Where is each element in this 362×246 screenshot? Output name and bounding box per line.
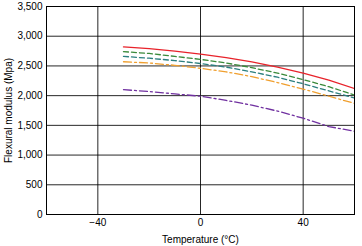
svg-text:3,500: 3,500 xyxy=(17,1,42,12)
svg-text:2,500: 2,500 xyxy=(17,60,42,71)
svg-text:2,000: 2,000 xyxy=(17,90,42,101)
svg-text:Temperature (°C): Temperature (°C) xyxy=(162,234,239,245)
svg-text:Flexural modulus (Mpa): Flexural modulus (Mpa) xyxy=(3,58,14,163)
svg-text:1,500: 1,500 xyxy=(17,120,42,131)
svg-text:−40: −40 xyxy=(89,217,106,228)
svg-text:40: 40 xyxy=(298,217,310,228)
svg-text:0: 0 xyxy=(37,209,43,220)
svg-text:0: 0 xyxy=(198,217,204,228)
svg-text:500: 500 xyxy=(26,179,43,190)
svg-text:1,000: 1,000 xyxy=(17,149,42,160)
svg-text:3,000: 3,000 xyxy=(17,30,42,41)
